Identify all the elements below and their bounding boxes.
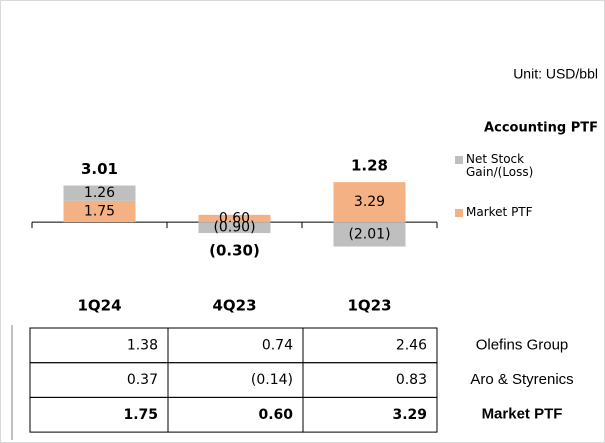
table-value: 0.60 [258, 407, 293, 423]
unit: Unit: USD/bbl [513, 66, 598, 82]
x-tick-label: 1Q23 [347, 297, 391, 315]
table-value: (0.14) [251, 372, 293, 388]
table-value: 0.74 [262, 337, 293, 353]
bar-segment [63, 200, 136, 223]
bar-segment [198, 214, 271, 223]
value-label: 3.29 [354, 194, 385, 210]
value-label: 1.26 [84, 185, 115, 201]
legend-swatch [455, 156, 463, 164]
value-label: (0.90) [213, 220, 255, 236]
total-label: (0.30) [209, 242, 260, 260]
table-value: 2.46 [396, 337, 427, 353]
table-value: 1.38 [127, 337, 158, 353]
chart-title: Accounting PTF [484, 121, 598, 136]
legend-swatch [455, 209, 463, 217]
table-value: 0.37 [127, 372, 158, 388]
table-row-label: Aro & Styrenics [470, 371, 573, 388]
bar-segment [198, 222, 271, 234]
legend-label: Market PTF [466, 205, 533, 219]
x-tick-label: 1Q24 [77, 297, 121, 315]
x-tick-label: 4Q23 [212, 297, 256, 315]
value-label: 1.75 [84, 203, 115, 219]
bar-segment [333, 182, 406, 223]
bar-segment [63, 185, 136, 201]
table-row-label: Olefins Group [476, 336, 569, 353]
table-value: 0.83 [396, 372, 427, 388]
total-label: 3.01 [81, 160, 118, 178]
legend-label: Net Stock Gain/(Loss) [466, 152, 534, 179]
table-row-label: Market PTF [482, 406, 563, 423]
value-label: (2.01) [348, 226, 390, 242]
total-label: 1.28 [351, 157, 388, 175]
table-value: 1.75 [123, 407, 158, 423]
table-cell [302, 396, 438, 433]
table-value: 3.29 [392, 407, 427, 423]
bar-segment [333, 222, 406, 247]
